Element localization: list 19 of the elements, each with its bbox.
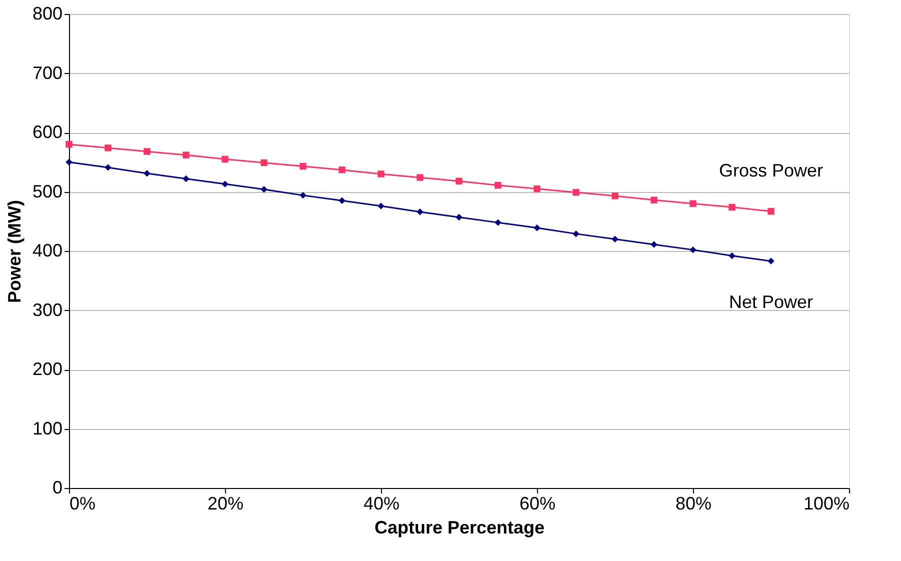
x-tick-label: 40% xyxy=(363,494,400,514)
x-tick-label: 20% xyxy=(207,494,244,514)
x-tick-label: 60% xyxy=(519,494,556,514)
series-label: Gross Power xyxy=(718,160,824,180)
y-tick-label: 800 xyxy=(32,4,62,24)
y-tick-label: 500 xyxy=(32,181,62,202)
y-tick-label: 700 xyxy=(32,62,62,83)
series-label: Net Power xyxy=(728,292,814,312)
y-tick-label: 200 xyxy=(32,359,62,379)
y-tick-label: 600 xyxy=(32,122,62,142)
y-tick-label: 100 xyxy=(32,418,62,438)
y-tick-label: 0 xyxy=(52,478,62,498)
x-tick-label: 100% xyxy=(803,494,850,514)
x-tick-label: 80% xyxy=(675,494,712,514)
x-axis-title: Capture Percentage xyxy=(374,518,545,538)
x-tick-label: 0% xyxy=(70,494,96,514)
y-tick-label: 300 xyxy=(32,300,62,320)
y-tick-label: 400 xyxy=(32,240,62,260)
y-axis-title: Power (MW) xyxy=(4,200,24,303)
